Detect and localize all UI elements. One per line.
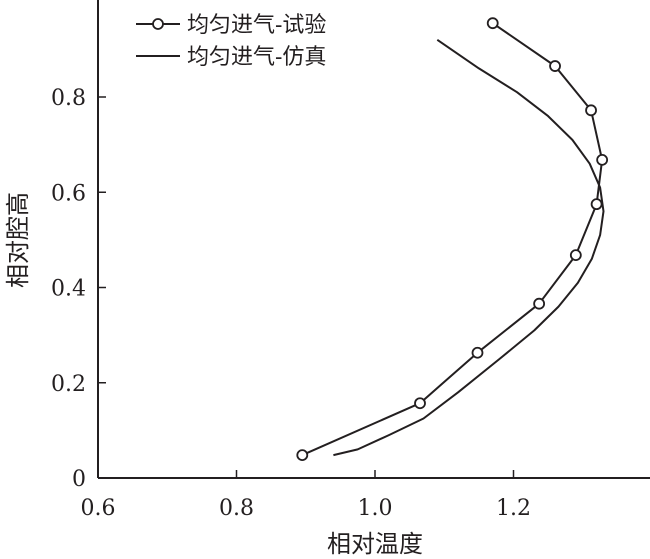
y-tick-label: 0.2 bbox=[51, 372, 86, 397]
x-axis-title: 相对温度 bbox=[327, 530, 423, 558]
series-group bbox=[296, 17, 609, 462]
legend-label-experiment: 均匀进气-试验 bbox=[187, 13, 326, 38]
data-point-experiment bbox=[585, 104, 597, 117]
legend: 均匀进气-试验 均匀进气-仿真 bbox=[136, 13, 326, 70]
data-point-experiment bbox=[590, 198, 603, 211]
legend-label-simulation: 均匀进气-仿真 bbox=[187, 45, 326, 70]
legend-marker-experiment bbox=[152, 18, 164, 30]
data-point-experiment bbox=[486, 17, 499, 30]
y-axis-title: 相对腔高 bbox=[4, 192, 32, 288]
series-line-experiment bbox=[301, 22, 604, 457]
y-tick-label: 0.8 bbox=[51, 86, 86, 111]
data-point-experiment bbox=[596, 153, 609, 166]
y-tick-label: 0.6 bbox=[51, 181, 86, 206]
series-line-simulation bbox=[333, 38, 605, 457]
data-point-experiment bbox=[549, 60, 561, 72]
x-tick-label: 0.6 bbox=[81, 496, 116, 521]
data-point-experiment bbox=[569, 249, 582, 262]
x-tick-label: 1.2 bbox=[496, 496, 531, 521]
axis-ticks: 0.6 0.8 1.0 1.2 0 0.2 0.4 0.6 0.8 bbox=[51, 86, 531, 521]
data-point-experiment bbox=[471, 346, 484, 359]
data-point-experiment bbox=[296, 449, 309, 462]
data-point-experiment bbox=[533, 297, 546, 310]
data-point-experiment bbox=[414, 397, 426, 410]
x-tick-label: 1.0 bbox=[358, 496, 393, 521]
y-tick-label: 0 bbox=[72, 467, 86, 492]
y-tick-label: 0.4 bbox=[51, 277, 86, 302]
x-tick-label: 0.8 bbox=[219, 496, 254, 521]
plot-area bbox=[97, 0, 650, 479]
